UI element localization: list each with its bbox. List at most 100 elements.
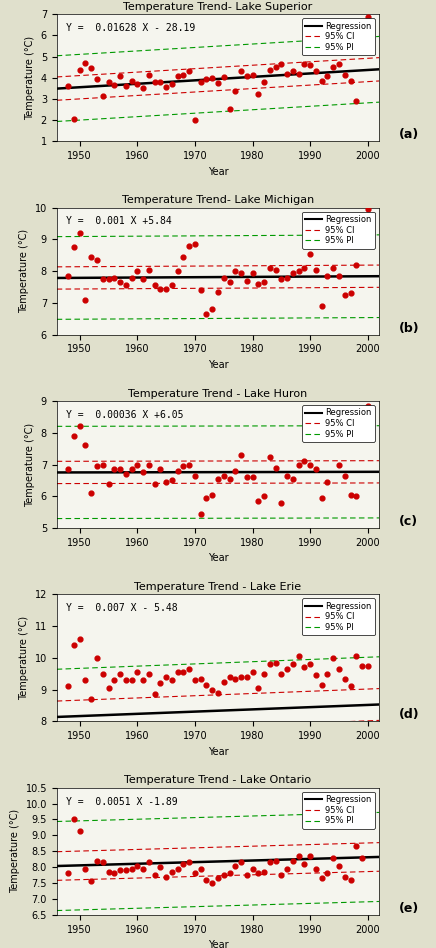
Point (157, 75, 164, 90)
Text: Y =  0.007 X - 5.48: Y = 0.007 X - 5.48 (66, 603, 178, 613)
Point (93, 650, 100, 665)
Point (358, 422, 365, 437)
Text: Y =  0.001 X +5.84: Y = 0.001 X +5.84 (66, 216, 172, 227)
Point (140, 271, 146, 286)
Point (220, 270, 227, 285)
Point (307, 58, 313, 73)
Point (301, 856, 308, 871)
Y-axis label: Temperature (°C): Temperature (°C) (10, 810, 20, 893)
Point (353, 648, 360, 664)
Point (99, 271, 106, 286)
Point (266, 855, 273, 870)
Point (284, 468, 291, 483)
Point (163, 669, 170, 684)
Point (341, 67, 348, 82)
Point (105, 271, 112, 286)
Point (238, 64, 245, 79)
Point (249, 665, 256, 680)
Point (278, 57, 285, 72)
Point (82, 438, 89, 453)
Point (105, 865, 112, 880)
Title: Temperature Trend- Lake Michigan: Temperature Trend- Lake Michigan (122, 195, 314, 206)
Point (307, 848, 313, 864)
Point (313, 462, 320, 477)
Point (111, 462, 118, 477)
Point (209, 875, 216, 890)
Point (151, 867, 158, 883)
Title: Temperature Trend - Lake Huron: Temperature Trend - Lake Huron (128, 389, 308, 399)
Point (168, 672, 175, 687)
Point (215, 76, 221, 91)
Point (301, 454, 308, 469)
Point (140, 465, 146, 480)
Point (174, 861, 181, 876)
Point (186, 238, 193, 253)
Point (358, 235, 365, 250)
Point (88, 692, 95, 707)
Point (128, 73, 135, 88)
Point (330, 650, 337, 665)
Point (220, 468, 227, 483)
Point (163, 474, 170, 489)
Point (197, 671, 204, 686)
Title: Temperature Trend- Lake Superior: Temperature Trend- Lake Superior (123, 2, 313, 12)
Point (134, 77, 141, 92)
Point (284, 66, 291, 82)
Point (93, 853, 100, 868)
Point (186, 457, 193, 472)
Point (307, 657, 313, 672)
Point (347, 872, 354, 887)
Point (111, 866, 118, 881)
Title: Temperature Trend - Lake Erie: Temperature Trend - Lake Erie (134, 582, 302, 592)
Point (249, 265, 256, 281)
Point (232, 83, 239, 99)
Point (313, 64, 320, 79)
X-axis label: Year: Year (208, 747, 228, 757)
Point (163, 80, 170, 95)
X-axis label: Year: Year (208, 554, 228, 563)
Point (313, 262, 320, 277)
Point (243, 867, 250, 883)
Point (76, 631, 83, 647)
Point (255, 866, 262, 881)
Point (93, 252, 100, 267)
Point (232, 464, 239, 479)
Point (313, 667, 320, 683)
Point (99, 457, 106, 472)
Text: Y =  0.0051 X -1.89: Y = 0.0051 X -1.89 (66, 796, 178, 807)
Point (243, 469, 250, 484)
Legend: Regression, 95% CI, 95% PI: Regression, 95% CI, 95% PI (302, 211, 375, 248)
Point (116, 462, 123, 477)
Point (290, 265, 296, 281)
Y-axis label: Temperature (°C): Temperature (°C) (19, 229, 29, 313)
Point (226, 471, 233, 486)
Point (364, 9, 371, 25)
Point (272, 853, 279, 868)
Point (99, 666, 106, 682)
Point (215, 471, 221, 486)
Point (111, 270, 118, 285)
Point (128, 270, 135, 285)
Point (82, 292, 89, 307)
Point (335, 858, 342, 873)
Point (157, 462, 164, 477)
Point (168, 865, 175, 880)
Legend: Regression, 95% CI, 95% PI: Regression, 95% CI, 95% PI (302, 405, 375, 442)
Point (243, 273, 250, 288)
Point (226, 275, 233, 290)
Point (290, 64, 296, 79)
Point (341, 671, 348, 686)
Point (71, 112, 78, 127)
Point (157, 676, 164, 691)
Point (220, 69, 227, 84)
Point (71, 638, 78, 653)
Point (123, 863, 129, 878)
Point (65, 79, 72, 94)
Point (82, 672, 89, 687)
Point (174, 264, 181, 279)
Point (313, 861, 320, 876)
Point (111, 672, 118, 687)
Title: Temperature Trend - Lake Ontario: Temperature Trend - Lake Ontario (124, 775, 312, 786)
Point (191, 672, 198, 687)
Point (191, 113, 198, 128)
